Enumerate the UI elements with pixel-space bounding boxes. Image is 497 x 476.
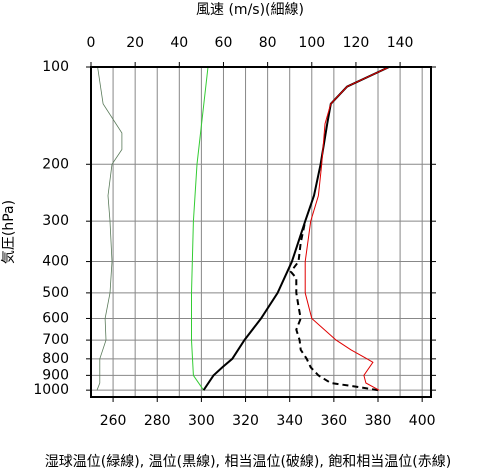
top-tick-label: 140: [387, 35, 414, 51]
top-tick-label: 0: [87, 35, 96, 51]
x-tick-label: 320: [232, 413, 259, 429]
top-axis-label: 風速 (m/s)(細線): [196, 2, 304, 18]
y-tick-label: 800: [42, 351, 69, 367]
y-tick-label: 600: [42, 310, 69, 326]
y-axis-label: 気圧(hPa): [1, 200, 17, 264]
y-tick-label: 900: [42, 367, 69, 383]
top-tick-label: 80: [259, 35, 277, 51]
x-tick-label: 340: [276, 413, 303, 429]
x-tick-label: 360: [320, 413, 347, 429]
top-tick-label: 120: [343, 35, 370, 51]
profile-line: [96, 66, 123, 391]
y-tick-label: 300: [42, 213, 69, 229]
y-tick-label: 700: [42, 332, 69, 348]
y-tick-label: 100: [42, 59, 69, 75]
y-tick-label: 500: [42, 285, 69, 301]
plot-frame: [90, 66, 432, 398]
top-tick-label: 60: [215, 35, 233, 51]
y-tick-label: 1000: [33, 382, 69, 398]
x-tick-label: 280: [144, 413, 171, 429]
x-tick-label: 380: [365, 413, 392, 429]
x-tick-label: 260: [100, 413, 127, 429]
x-tick-label: 300: [188, 413, 215, 429]
profile-line: [202, 66, 390, 391]
top-tick-label: 40: [170, 35, 188, 51]
profile-line: [191, 66, 209, 391]
y-tick-label: 400: [42, 254, 69, 270]
x-tick-label: 400: [409, 413, 436, 429]
caption: 湿球温位(緑線), 温位(黒線), 相当温位(破線), 飽和相当温位(赤線): [45, 453, 451, 470]
top-tick-label: 20: [126, 35, 144, 51]
y-tick-label: 200: [42, 156, 69, 172]
top-tick-label: 100: [298, 35, 325, 51]
profile-line: [304, 66, 390, 391]
profile-line: [289, 220, 379, 392]
